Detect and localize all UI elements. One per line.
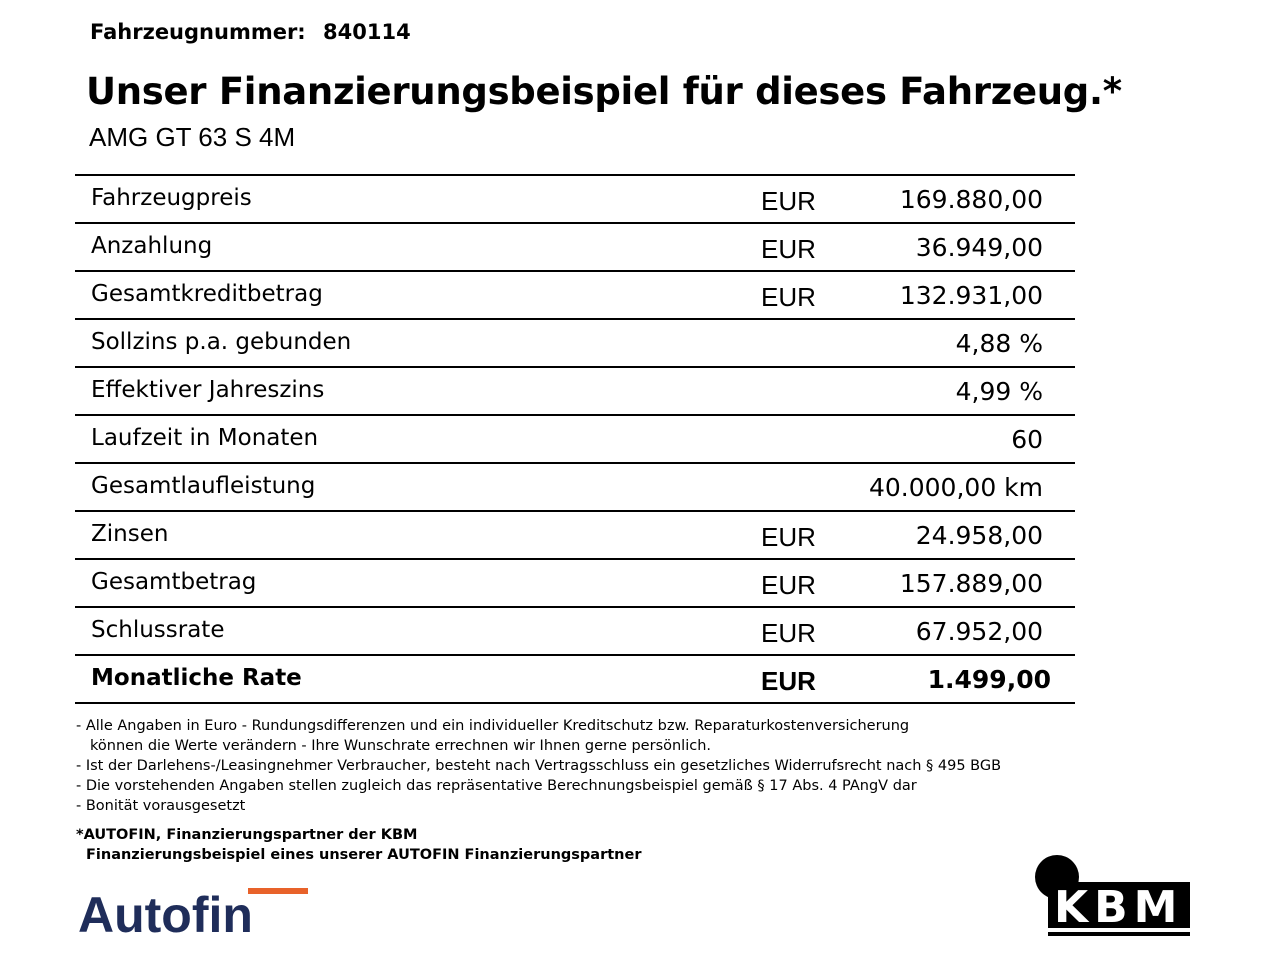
autofin-logo: Autofin (78, 880, 318, 944)
row-currency: EUR (761, 618, 816, 648)
row-value: 157.889,00 (899, 569, 1043, 598)
footnote-line: *AUTOFIN, Finanzierungspartner der KBM (76, 827, 418, 843)
row-label: Sollzins p.a. gebunden (91, 329, 352, 355)
row-currency: EUR (761, 234, 816, 264)
table-row-gesamtbetrag: Gesamtbetrag EUR 157.889,00 (75, 560, 1075, 608)
kbm-logo: KBM (1032, 854, 1192, 942)
row-currency: EUR (761, 666, 816, 696)
page-title: Unser Finanzierungsbeispiel für dieses F… (86, 70, 1122, 113)
row-label: Zinsen (91, 521, 169, 547)
financing-table: Fahrzeugpreis EUR 169.880,00 Anzahlung E… (75, 174, 1075, 704)
note-line: - Alle Angaben in Euro - Rundungsdiffere… (76, 718, 910, 734)
row-label: Gesamtbetrag (91, 569, 257, 595)
row-value: 4,88 % (955, 329, 1043, 358)
autofin-logo-text: Autofin (78, 887, 253, 940)
row-value: 169.880,00 (899, 185, 1043, 214)
row-value: 4,99 % (955, 377, 1043, 406)
row-label: Monatliche Rate (91, 665, 302, 691)
table-row-gesamtkreditbetrag: Gesamtkreditbetrag EUR 132.931,00 (75, 272, 1075, 320)
autofin-accent-bar (248, 888, 308, 894)
vehicle-number-value: 840114 (323, 20, 411, 44)
row-currency: EUR (761, 570, 816, 600)
vehicle-number-label: Fahrzeugnummer: (90, 20, 306, 44)
row-label: Gesamtlaufleistung (91, 473, 316, 499)
table-row-laufzeit: Laufzeit in Monaten 60 (75, 416, 1075, 464)
row-label: Anzahlung (91, 233, 213, 259)
row-currency: EUR (761, 282, 816, 312)
row-label: Schlussrate (91, 617, 225, 643)
row-label: Fahrzeugpreis (91, 185, 252, 211)
footnote: *AUTOFIN, Finanzierungspartner der KBM F… (76, 825, 641, 865)
row-value: 67.952,00 (915, 617, 1043, 646)
table-row-zinsen: Zinsen EUR 24.958,00 (75, 512, 1075, 560)
table-row-fahrzeugpreis: Fahrzeugpreis EUR 169.880,00 (75, 176, 1075, 224)
row-value: 40.000,00 km (868, 473, 1043, 502)
kbm-logo-text: KBM (1054, 882, 1183, 933)
note-line: - Bonität vorausgesetzt (76, 798, 246, 814)
table-row-sollzins: Sollzins p.a. gebunden 4,88 % (75, 320, 1075, 368)
row-value: 60 (1011, 425, 1043, 454)
row-label: Laufzeit in Monaten (91, 425, 319, 451)
table-row-monatliche-rate: Monatliche Rate EUR 1.499,00 (75, 656, 1075, 704)
row-value: 1.499,00 (927, 665, 1051, 694)
note-line: - Ist der Darlehens-/Leasingnehmer Verbr… (76, 758, 1002, 774)
row-label: Gesamtkreditbetrag (91, 281, 323, 307)
row-currency: EUR (761, 522, 816, 552)
row-value: 24.958,00 (915, 521, 1043, 550)
row-label: Effektiver Jahreszins (91, 377, 325, 403)
legal-notes: - Alle Angaben in Euro - Rundungsdiffere… (76, 716, 1001, 816)
row-value: 132.931,00 (899, 281, 1043, 310)
table-row-schlussrate: Schlussrate EUR 67.952,00 (75, 608, 1075, 656)
table-row-anzahlung: Anzahlung EUR 36.949,00 (75, 224, 1075, 272)
table-row-gesamtlaufleistung: Gesamtlaufleistung 40.000,00 km (75, 464, 1075, 512)
table-row-effektiver-jahreszins: Effektiver Jahreszins 4,99 % (75, 368, 1075, 416)
row-value: 36.949,00 (915, 233, 1043, 262)
row-currency: EUR (761, 186, 816, 216)
note-line: können die Werte verändern - Ihre Wunsch… (90, 738, 712, 754)
note-line: - Die vorstehenden Angaben stellen zugle… (76, 778, 917, 794)
vehicle-model: AMG GT 63 S 4M (89, 122, 296, 152)
vehicle-number: Fahrzeugnummer: 840114 (90, 20, 411, 44)
footnote-line: Finanzierungsbeispiel eines unserer AUTO… (86, 847, 642, 863)
